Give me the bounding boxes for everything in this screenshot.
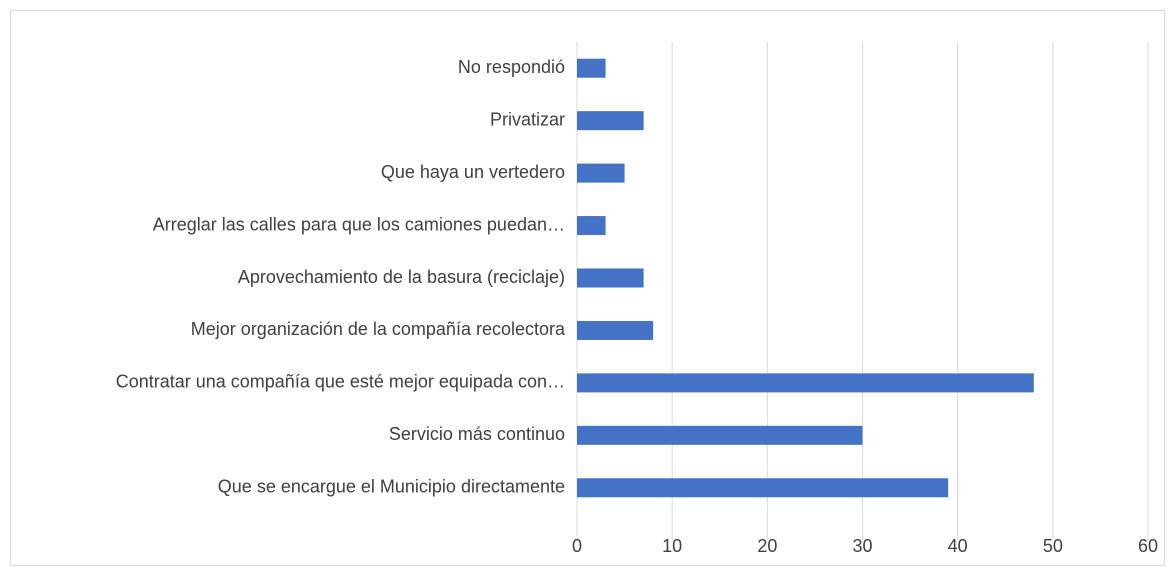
x-tick-label: 50 [1043,536,1063,556]
x-tick-label: 40 [948,536,968,556]
bar [577,268,644,288]
y-tick-label: Mejor organización de la compañía recole… [191,319,566,339]
y-tick-label: Arreglar las calles para que los camione… [153,214,565,234]
x-tick-label: 10 [662,536,682,556]
bar [577,58,606,78]
y-tick-label: Que se encargue el Municipio directament… [218,477,565,497]
x-tick-label: 0 [572,536,582,556]
y-tick-label: No respondió [458,57,565,77]
bar [577,320,654,340]
y-tick-label: Que haya un vertedero [381,162,565,182]
x-tick-label: 60 [1138,536,1158,556]
x-tick-label: 20 [757,536,777,556]
x-tick-label: 30 [852,536,872,556]
chart-border [10,10,1165,566]
bar [577,425,863,445]
bar [577,478,949,498]
bar [577,216,606,236]
y-tick-label: Servicio más continuo [389,424,565,444]
bar [577,373,1034,393]
y-tick-label: Aprovechamiento de la basura (reciclaje) [238,267,565,287]
y-tick-label: Privatizar [490,109,565,129]
bar [577,111,644,131]
y-tick-label: Contratar una compañía que esté mejor eq… [116,372,565,392]
bar [577,163,625,183]
